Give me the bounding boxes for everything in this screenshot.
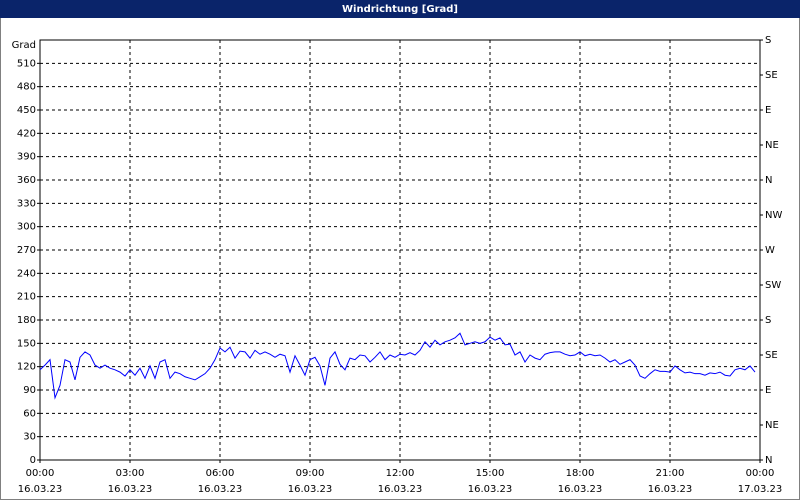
y2-tick-label: NE xyxy=(765,420,779,431)
x-tick-label: 12:00 xyxy=(386,468,415,479)
y-tick-label: 90 xyxy=(23,385,36,396)
y-tick-label: 420 xyxy=(17,128,36,139)
y-tick-label: 150 xyxy=(17,338,36,349)
y-tick-label: 390 xyxy=(17,152,36,163)
y-tick-label: 120 xyxy=(17,362,36,373)
y2-tick-label: NW xyxy=(765,210,782,221)
title-bar xyxy=(0,0,800,18)
x-tick-label: 15:00 xyxy=(476,468,505,479)
x-tick-date: 16.03.23 xyxy=(468,484,513,495)
x-tick-date: 16.03.23 xyxy=(18,484,63,495)
y-axis-label: Grad xyxy=(12,40,36,51)
y-tick-label: 360 xyxy=(17,175,36,186)
y2-tick-label: SE xyxy=(765,350,778,361)
data-line xyxy=(39,332,756,400)
y-tick-label: 330 xyxy=(17,198,36,209)
x-tick-date: 16.03.23 xyxy=(198,484,243,495)
y-tick-label: 270 xyxy=(17,245,36,256)
x-tick-label: 00:00 xyxy=(26,468,55,479)
y-tick-label: 480 xyxy=(17,82,36,93)
x-tick-label: 09:00 xyxy=(296,468,325,479)
x-tick-date: 16.03.23 xyxy=(288,484,333,495)
y2-tick-label: SW xyxy=(765,280,781,291)
chart-title: Windrichtung [Grad] xyxy=(342,4,458,15)
y2-tick-label: S xyxy=(765,35,771,46)
y-tick-label: 300 xyxy=(17,222,36,233)
y2-tick-label: E xyxy=(765,385,771,396)
y2-tick-label: SE xyxy=(765,70,778,81)
y2-tick-label: E xyxy=(765,105,771,116)
x-tick-label: 21:00 xyxy=(656,468,685,479)
y-tick-label: 450 xyxy=(17,105,36,116)
y2-tick-label: W xyxy=(765,245,775,256)
y-tick-label: 240 xyxy=(17,268,36,279)
y-tick-label: 510 xyxy=(17,58,36,69)
y2-tick-label: NE xyxy=(765,140,779,151)
x-tick-date: 17.03.23 xyxy=(738,484,783,495)
y2-tick-label: N xyxy=(765,175,772,186)
x-tick-label: 06:00 xyxy=(206,468,235,479)
y-tick-label: 0 xyxy=(30,455,36,466)
x-tick-label: 18:00 xyxy=(566,468,595,479)
y2-tick-label: N xyxy=(765,455,772,466)
x-tick-date: 16.03.23 xyxy=(648,484,693,495)
x-tick-label: 03:00 xyxy=(116,468,145,479)
y-tick-label: 210 xyxy=(17,292,36,303)
x-tick-date: 16.03.23 xyxy=(108,484,153,495)
x-tick-date: 16.03.23 xyxy=(558,484,603,495)
x-tick-date: 16.03.23 xyxy=(378,484,423,495)
y-tick-label: 180 xyxy=(17,315,36,326)
x-tick-label: 00:00 xyxy=(746,468,775,479)
y-tick-label: 30 xyxy=(23,432,36,443)
y2-tick-label: S xyxy=(765,315,771,326)
y-tick-label: 60 xyxy=(23,408,36,419)
